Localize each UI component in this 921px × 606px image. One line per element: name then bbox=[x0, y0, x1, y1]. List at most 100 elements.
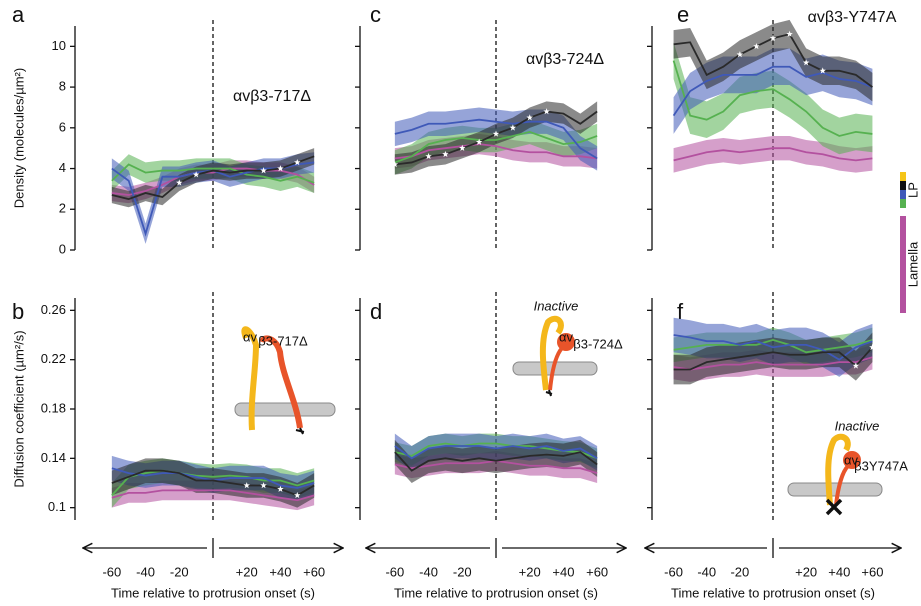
tail bbox=[295, 427, 305, 435]
series-line bbox=[673, 334, 873, 361]
x-tick-label: +20 bbox=[236, 564, 258, 579]
annotation: Inactive bbox=[534, 298, 579, 313]
significance-star bbox=[294, 491, 301, 499]
series-line bbox=[673, 338, 873, 354]
significance-star bbox=[526, 114, 533, 121]
significance-star bbox=[475, 138, 483, 145]
significance-star bbox=[192, 171, 200, 178]
x-tick-label: +60 bbox=[586, 564, 608, 579]
panel-title: αvβ3-Y747A bbox=[808, 9, 897, 26]
significance-star bbox=[294, 159, 301, 166]
significance-star bbox=[277, 165, 284, 172]
significance-star bbox=[459, 144, 466, 151]
x-tick-label: -60 bbox=[385, 564, 404, 579]
alpha-subunit bbox=[241, 326, 260, 431]
legend-swatch bbox=[900, 181, 906, 190]
significance-star bbox=[260, 482, 267, 489]
significance-star bbox=[736, 51, 744, 58]
x-tick-label: -60 bbox=[102, 564, 121, 579]
significance-star bbox=[869, 343, 876, 351]
series-line bbox=[111, 167, 315, 196]
beta-head bbox=[843, 451, 861, 469]
y-axis-label: Density (molecules/µm²) bbox=[11, 68, 26, 208]
y-tick-label: 4 bbox=[59, 160, 66, 175]
significance-star bbox=[543, 108, 550, 115]
mutation-x bbox=[825, 498, 843, 516]
y-axis-label: Diffusion coefficient (µm²/s) bbox=[11, 330, 26, 487]
x-tick-label: -40 bbox=[419, 564, 438, 579]
annotation: αv bbox=[844, 452, 859, 467]
panel-letter: b bbox=[12, 299, 24, 324]
significance-star bbox=[753, 42, 760, 50]
y-tick-label: 0.22 bbox=[41, 351, 66, 366]
annotation: αv bbox=[559, 329, 574, 344]
panel-letter: e bbox=[677, 2, 689, 27]
legend-label: LP bbox=[905, 182, 920, 198]
series-line bbox=[673, 346, 874, 371]
series-line bbox=[394, 143, 598, 160]
error-band bbox=[111, 148, 315, 208]
series-line bbox=[111, 489, 315, 502]
series-line bbox=[394, 451, 598, 472]
panel-letter: c bbox=[370, 2, 381, 27]
significance-star bbox=[425, 152, 432, 160]
membrane bbox=[787, 482, 883, 497]
significance-star bbox=[769, 34, 777, 41]
y-tick-label: 0.18 bbox=[41, 400, 66, 415]
integrin-cartoon bbox=[787, 433, 883, 516]
x-tick-label: +40 bbox=[269, 564, 291, 579]
beta-subunit bbox=[834, 464, 850, 506]
significance-star bbox=[509, 124, 517, 131]
legend-swatch bbox=[900, 216, 906, 313]
panel-title: αvβ3-724Δ bbox=[526, 51, 604, 68]
y-tick-label: 0.26 bbox=[41, 302, 66, 317]
x-axis-label: Time relative to protrusion onset (s) bbox=[111, 585, 315, 600]
x-tick-label: -40 bbox=[136, 564, 155, 579]
annotation: β3-724Δ bbox=[573, 336, 623, 351]
alpha-subunit bbox=[825, 433, 851, 506]
x-axis-label: Time relative to protrusion onset (s) bbox=[394, 585, 598, 600]
error-band bbox=[673, 42, 873, 155]
x-tick-label: +40 bbox=[828, 564, 850, 579]
annotation: β3-717Δ bbox=[258, 333, 308, 348]
panel-letter: a bbox=[12, 2, 25, 27]
series-line bbox=[111, 163, 315, 184]
significance-star bbox=[391, 161, 399, 168]
y-tick-label: 10 bbox=[52, 38, 66, 53]
series-line bbox=[394, 118, 598, 160]
x-tick-label: +60 bbox=[861, 564, 883, 579]
significance-star bbox=[176, 179, 183, 186]
integrin-cartoon bbox=[234, 326, 336, 435]
y-tick-label: 2 bbox=[59, 201, 66, 216]
panel-letter: f bbox=[677, 299, 684, 324]
series-line bbox=[673, 147, 873, 162]
beta-subunit bbox=[548, 346, 564, 391]
x-tick-label: -40 bbox=[697, 564, 716, 579]
significance-star bbox=[786, 30, 793, 37]
x-tick-label: +40 bbox=[552, 564, 574, 579]
y-tick-label: 8 bbox=[59, 79, 66, 94]
legend-swatch bbox=[900, 199, 906, 208]
annotation: β3Y747A bbox=[854, 458, 908, 473]
y-tick-label: 0 bbox=[59, 241, 66, 256]
alpha-subunit bbox=[539, 315, 564, 391]
significance-star bbox=[852, 362, 860, 369]
x-tick-label: -60 bbox=[664, 564, 683, 579]
x-tick-label: +20 bbox=[795, 564, 817, 579]
integrin-cartoon bbox=[512, 315, 598, 397]
tail bbox=[545, 389, 553, 397]
y-tick-label: 6 bbox=[59, 119, 66, 134]
series-line bbox=[111, 469, 315, 496]
beta-subunit bbox=[259, 335, 303, 429]
legend-label: Lamella bbox=[905, 241, 920, 287]
significance-star bbox=[802, 59, 810, 66]
x-tick-label: +20 bbox=[519, 564, 541, 579]
series-line bbox=[672, 65, 873, 117]
membrane bbox=[234, 402, 336, 417]
y-tick-label: 0.14 bbox=[41, 450, 66, 465]
x-axis-label: Time relative to protrusion onset (s) bbox=[671, 585, 875, 600]
series-line bbox=[394, 130, 598, 164]
significance-star bbox=[260, 167, 267, 174]
x-tick-label: -20 bbox=[730, 564, 749, 579]
